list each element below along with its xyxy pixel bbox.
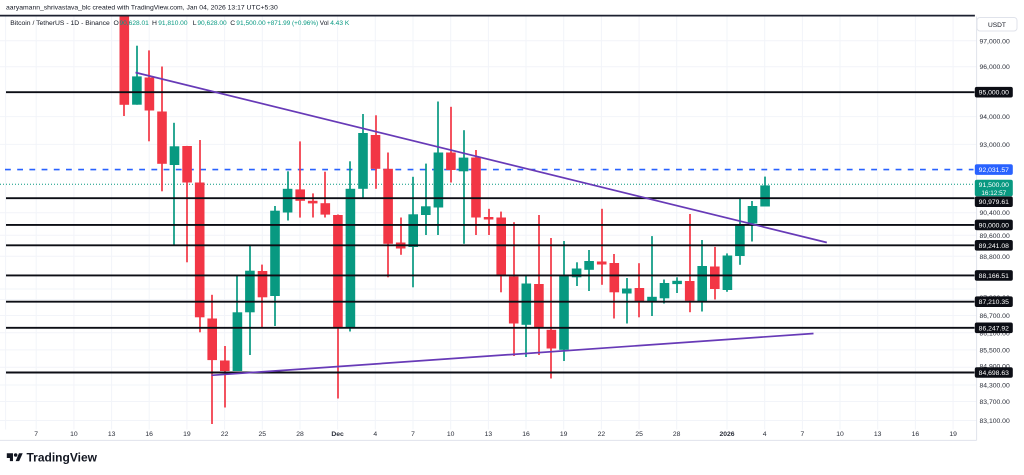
svg-text:10: 10 [836,431,844,438]
svg-text:90,628.01: 90,628.01 [120,20,150,27]
svg-text:USDT: USDT [988,22,1006,29]
svg-text:L: L [193,20,197,27]
svg-text:7: 7 [34,431,38,438]
svg-text:19: 19 [183,431,191,438]
svg-text:4.43 K: 4.43 K [330,20,350,27]
svg-text:13: 13 [108,431,116,438]
svg-text:19: 19 [560,431,568,438]
svg-text:Bitcoin / TetherUS - 1D - Bina: Bitcoin / TetherUS - 1D - Binance [10,20,110,27]
svg-text:86,700.00: 86,700.00 [980,313,1010,320]
svg-text:22: 22 [221,431,229,438]
svg-text:90,979.61: 90,979.61 [979,199,1009,206]
svg-text:2026: 2026 [719,431,734,438]
svg-text:16: 16 [912,431,920,438]
svg-text:28: 28 [296,431,304,438]
svg-text:90,628.00: 90,628.00 [197,20,227,27]
svg-text:91,810.00: 91,810.00 [158,20,188,27]
svg-text:TradingView: TradingView [27,451,98,465]
svg-text:10: 10 [70,431,78,438]
svg-text:90,400.00: 90,400.00 [980,210,1010,217]
svg-text:83,100.00: 83,100.00 [980,418,1010,425]
svg-text:84,698.63: 84,698.63 [979,370,1009,377]
svg-text:86,100.00: 86,100.00 [980,330,1010,337]
svg-text:84,900.00: 84,900.00 [980,363,1010,370]
svg-text:92,031.57: 92,031.57 [979,167,1009,174]
svg-text:88,166.51: 88,166.51 [979,273,1009,280]
svg-text:22: 22 [598,431,606,438]
svg-text:10: 10 [447,431,455,438]
svg-text:7: 7 [801,431,805,438]
svg-text:13: 13 [874,431,882,438]
svg-text:97,000.00: 97,000.00 [980,38,1010,45]
svg-text:89,600.00: 89,600.00 [980,233,1010,240]
svg-text:16: 16 [145,431,153,438]
svg-text:aaryamann_shrivastava_blc crea: aaryamann_shrivastava_blc created with T… [6,5,278,12]
svg-text:86,247.92: 86,247.92 [979,325,1009,332]
svg-text:93,000.00: 93,000.00 [980,142,1010,149]
svg-text:+871.99 (+0.96%): +871.99 (+0.96%) [267,20,318,27]
svg-text:28: 28 [673,431,681,438]
svg-text:94,000.00: 94,000.00 [980,114,1010,121]
svg-text:4: 4 [373,431,377,438]
svg-text:16:12:57: 16:12:57 [981,190,1006,197]
svg-text:95,000.00: 95,000.00 [979,90,1009,97]
svg-text:85,500.00: 85,500.00 [980,347,1010,354]
svg-text:25: 25 [635,431,643,438]
svg-text:89,241.08: 89,241.08 [979,243,1009,250]
svg-text:84,300.00: 84,300.00 [980,383,1010,390]
svg-text:Vol: Vol [320,20,329,27]
svg-text:96,000.00: 96,000.00 [980,64,1010,71]
svg-text:16: 16 [522,431,530,438]
svg-text:83,700.00: 83,700.00 [980,399,1010,406]
svg-text:Dec: Dec [331,431,344,438]
svg-text:O: O [114,20,119,27]
svg-text:25: 25 [259,431,267,438]
svg-text:19: 19 [949,431,957,438]
svg-text:7: 7 [411,431,415,438]
svg-text:88,800.00: 88,800.00 [980,254,1010,261]
svg-text:87,210.35: 87,210.35 [979,299,1009,306]
svg-text:13: 13 [485,431,493,438]
svg-text:4: 4 [763,431,767,438]
svg-text:90,000.00: 90,000.00 [979,222,1009,229]
svg-text:C: C [230,20,235,27]
svg-text:H: H [152,20,157,27]
svg-text:91,500.00: 91,500.00 [236,20,266,27]
svg-text:91,500.00: 91,500.00 [979,182,1009,189]
